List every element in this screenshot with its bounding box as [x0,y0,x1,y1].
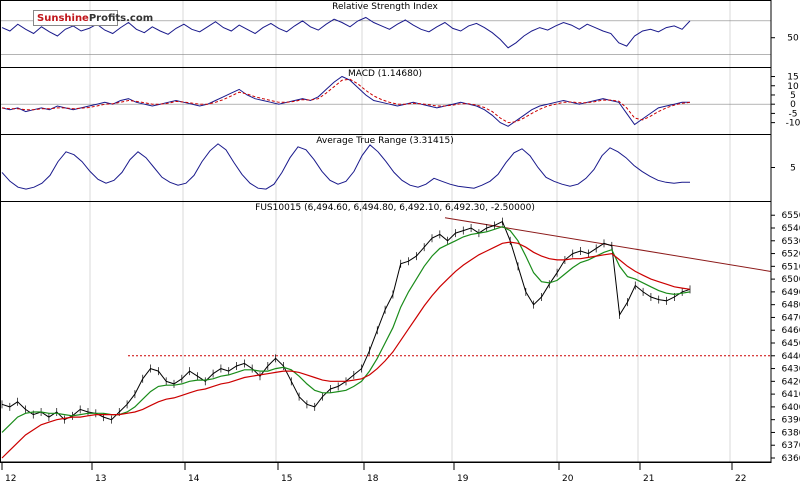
rsi-line [1,16,691,49]
y-tick-label: 6360 [782,454,800,464]
y-tick-label: -10 [786,119,800,129]
y-tick-label: 6540 [782,224,800,234]
logo-part2: Profits.com [88,13,154,24]
atr-line [1,143,690,190]
y-tick-label: 5 [790,91,796,101]
ema-long-line [1,241,691,459]
y-tick-label: 50 [787,34,799,44]
logo-part1: Sunshine [37,13,89,24]
y-tick-label: 6440 [782,352,800,362]
x-tick-label: 18 [367,474,379,484]
x-tick-label: 19 [457,474,469,484]
x-tick-label: 13 [95,474,106,484]
panel-title: Average True Range (3.31415) [316,136,453,146]
y-tick-label: 6490 [782,288,800,298]
y-tick-label: 6500 [782,275,800,285]
sunshine-profits-logo: SunshineProfits.com [33,10,153,26]
x-tick-label: 20 [562,474,574,484]
y-tick-label: 6400 [782,403,800,413]
x-tick-label: 14 [188,474,200,484]
y-tick-label: 6410 [782,390,800,400]
x-tick-label: 12 [5,474,16,484]
macd-line [1,75,691,127]
y-tick-label: 6510 [782,262,800,272]
panel-title: FUS10015 (6,494.60, 6,494.80, 6,492.10, … [255,203,535,213]
x-tick-label: 15 [281,474,292,484]
y-tick-label: 6450 [782,339,800,349]
y-tick-label: 0 [790,100,796,110]
y-tick-label: -5 [789,109,798,119]
y-tick-label: 6480 [782,301,800,311]
y-tick-label: 10 [787,82,799,92]
x-tick-label: 21 [643,474,654,484]
x-tick-label: 22 [735,474,746,484]
y-tick-label: 6390 [782,416,800,426]
y-tick-label: 6470 [782,313,800,323]
y-tick-label: 6530 [782,237,800,247]
y-tick-label: 6420 [782,377,800,387]
y-tick-label: 6550 [782,211,800,221]
y-tick-label: 15 [787,73,798,83]
panel-frame [0,201,772,463]
y-tick-label: 5 [790,164,796,174]
y-tick-label: 6520 [782,250,800,260]
y-tick-label: 6370 [782,441,800,451]
y-tick-label: 6430 [782,365,800,375]
panel-title: MACD (1.14680) [348,69,422,79]
macd-signal-line [1,78,691,124]
y-tick-label: 6380 [782,428,800,438]
panel-title: Relative Strength Index [332,2,438,12]
y-tick-label: 6460 [782,326,800,336]
